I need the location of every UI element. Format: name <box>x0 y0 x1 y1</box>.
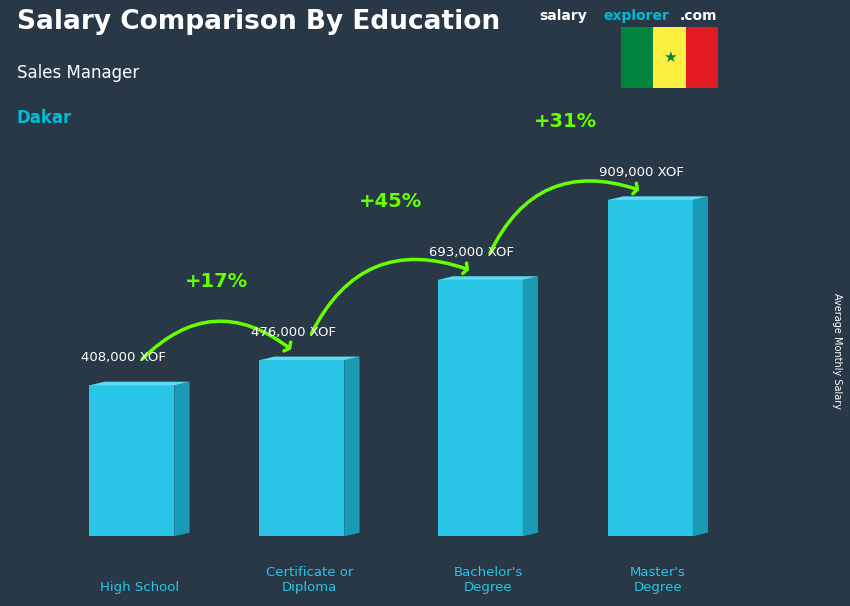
Bar <box>608 200 693 536</box>
Bar <box>259 360 344 536</box>
Polygon shape <box>608 196 708 200</box>
Text: 909,000 XOF: 909,000 XOF <box>599 166 684 179</box>
Text: +45%: +45% <box>360 191 422 211</box>
Polygon shape <box>693 196 708 536</box>
Bar <box>620 27 653 88</box>
Bar <box>653 27 686 88</box>
Text: salary: salary <box>540 9 587 23</box>
Text: 693,000 XOF: 693,000 XOF <box>429 245 514 259</box>
Bar <box>438 280 523 536</box>
Bar <box>89 385 174 536</box>
Text: Certificate or
Diploma: Certificate or Diploma <box>266 566 353 594</box>
Polygon shape <box>89 382 190 385</box>
Text: Master's
Degree: Master's Degree <box>630 566 686 594</box>
Text: 408,000 XOF: 408,000 XOF <box>81 351 166 364</box>
Polygon shape <box>344 356 360 536</box>
Text: Sales Manager: Sales Manager <box>17 64 139 82</box>
Text: Salary Comparison By Education: Salary Comparison By Education <box>17 9 500 35</box>
Text: 476,000 XOF: 476,000 XOF <box>251 326 336 339</box>
Polygon shape <box>174 382 190 536</box>
Polygon shape <box>523 276 538 536</box>
Text: Average Monthly Salary: Average Monthly Salary <box>832 293 842 410</box>
Text: .com: .com <box>680 9 717 23</box>
Text: ★: ★ <box>662 50 677 65</box>
Text: +17%: +17% <box>185 272 248 291</box>
Bar <box>686 27 718 88</box>
Text: explorer: explorer <box>604 9 670 23</box>
Text: +31%: +31% <box>534 112 597 131</box>
Text: High School: High School <box>99 581 179 594</box>
Text: Dakar: Dakar <box>17 109 72 127</box>
Polygon shape <box>438 276 538 280</box>
Text: Bachelor's
Degree: Bachelor's Degree <box>453 566 523 594</box>
Polygon shape <box>259 356 360 360</box>
